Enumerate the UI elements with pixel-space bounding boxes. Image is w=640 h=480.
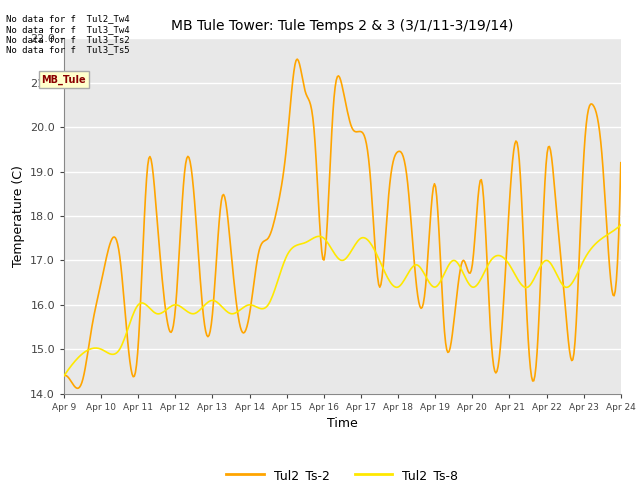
Y-axis label: Temperature (C): Temperature (C) <box>12 165 24 267</box>
Tul2_Ts-8 <box>516 280 524 286</box>
Tul2_Ts-8 <box>604 232 611 238</box>
Tul2_Ts-2 <box>394 149 401 155</box>
Text: No data for f  Tul2_Tw4
No data for f  Tul3_Tw4
No data for f  Tul3_Ts2
No data : No data for f Tul2_Tw4 No data for f Tul… <box>6 14 130 55</box>
Tul2_Ts-2 <box>293 56 301 62</box>
Tul2_Ts-8 <box>60 373 68 379</box>
Tul2_Ts-8 <box>392 284 399 290</box>
Tul2_Ts-2 <box>617 160 625 166</box>
Tul2_Ts-8 <box>617 222 625 228</box>
Tul2_Ts-2 <box>74 385 81 391</box>
Tul2_Ts-2 <box>606 265 614 271</box>
Tul2_Ts-2 <box>60 373 68 379</box>
X-axis label: Time: Time <box>327 417 358 430</box>
Tul2_Ts-2 <box>330 95 338 100</box>
Title: MB Tule Tower: Tule Temps 2 & 3 (3/1/11-3/19/14): MB Tule Tower: Tule Temps 2 & 3 (3/1/11-… <box>172 19 513 33</box>
Tul2_Ts-8 <box>328 246 335 252</box>
Tul2_Ts-2 <box>327 151 335 156</box>
Tul2_Ts-8 <box>362 235 369 241</box>
Tul2_Ts-2 <box>364 147 371 153</box>
Tul2_Ts-2 <box>519 217 527 223</box>
Tul2_Ts-8 <box>324 241 332 247</box>
Line: Tul2_Ts-2: Tul2_Ts-2 <box>64 59 621 388</box>
Text: MB_Tule: MB_Tule <box>42 74 86 84</box>
Legend: Tul2_Ts-2, Tul2_Ts-8: Tul2_Ts-2, Tul2_Ts-8 <box>221 464 463 480</box>
Line: Tul2_Ts-8: Tul2_Ts-8 <box>64 225 621 376</box>
